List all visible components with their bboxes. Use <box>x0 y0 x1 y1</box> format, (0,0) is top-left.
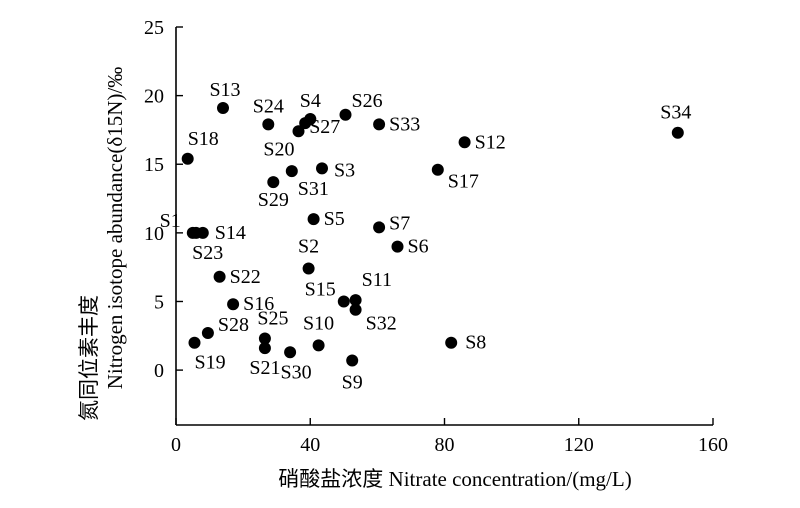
point-label-s30: S30 <box>281 361 312 383</box>
y-tick-label: 20 <box>144 86 164 108</box>
y-axis-title-en: Nitrogen isotope abundance(δ15N)/‰ <box>103 67 127 389</box>
data-point-s13 <box>217 102 229 114</box>
point-label-s33: S33 <box>389 113 420 135</box>
point-label-s2: S2 <box>298 236 319 258</box>
data-point-s23 <box>190 226 203 239</box>
point-label-s8: S8 <box>465 332 486 354</box>
point-labels: S1S2S3S4S5S6S7S8S9S10S11S12S13S14S15S16S… <box>160 79 692 394</box>
point-label-s28: S28 <box>218 314 249 336</box>
point-label-s27: S27 <box>309 116 340 138</box>
data-point-s16 <box>227 298 240 311</box>
point-label-s9: S9 <box>342 372 363 394</box>
data-point-s20 <box>292 125 305 138</box>
point-label-s19: S19 <box>195 352 226 374</box>
data-point-s32 <box>349 303 362 316</box>
point-label-s21: S21 <box>249 357 280 379</box>
point-label-s10: S10 <box>303 312 334 334</box>
data-point-s22 <box>213 270 226 283</box>
x-tick-label: 40 <box>300 434 320 456</box>
point-label-s11: S11 <box>362 269 392 291</box>
data-point-s25 <box>258 332 271 345</box>
point-label-s23: S23 <box>192 242 223 264</box>
data-point-s17 <box>431 163 444 176</box>
data-point-s6 <box>391 240 404 253</box>
data-point-s19 <box>188 336 201 349</box>
data-point-s2 <box>302 262 315 275</box>
data-point-s27 <box>299 117 312 130</box>
point-label-s22: S22 <box>230 266 261 288</box>
data-point-s8 <box>445 336 458 349</box>
data-point-s9 <box>346 354 359 367</box>
point-label-s29: S29 <box>258 189 289 211</box>
point-label-s15: S15 <box>305 279 336 301</box>
point-label-s24: S24 <box>253 95 284 117</box>
y-tick-label: 15 <box>144 154 164 176</box>
point-label-s4: S4 <box>300 90 321 112</box>
point-label-s1: S1 <box>160 210 181 232</box>
data-point-s31 <box>285 165 298 178</box>
point-label-s6: S6 <box>408 236 429 258</box>
data-point-s30 <box>284 346 297 359</box>
point-label-s5: S5 <box>324 208 345 230</box>
point-label-s31: S31 <box>298 178 329 200</box>
y-axis-title-cn: 氮同位素丰度 <box>77 295 101 421</box>
data-point-s34 <box>671 126 684 139</box>
data-point-s15 <box>337 295 350 308</box>
y-axis-title-en-group: Nitrogen isotope abundance(δ15N)/‰ <box>103 67 127 389</box>
data-point-s21 <box>258 342 271 355</box>
data-point-s33 <box>373 118 386 131</box>
data-point-s26 <box>339 108 352 121</box>
ticks: 0 5 10 15 20 25 0 40 80 120 160 <box>144 17 728 456</box>
data-point-s28 <box>201 327 214 339</box>
point-label-s14: S14 <box>215 222 246 244</box>
x-axis-title: 硝酸盐浓度 Nitrate concentration/(mg/L) <box>278 467 631 491</box>
data-point-s29 <box>267 176 280 189</box>
data-point-s12 <box>458 136 471 149</box>
data-point-s7 <box>373 221 386 234</box>
point-label-s13: S13 <box>209 79 240 101</box>
data-point-s24 <box>262 118 275 131</box>
x-tick-label: 120 <box>564 434 594 456</box>
y-tick-label: 0 <box>154 360 164 382</box>
point-label-s26: S26 <box>352 90 383 112</box>
data-point-s5 <box>307 213 320 226</box>
y-tick-label: 25 <box>144 17 164 39</box>
x-tick-label: 0 <box>171 434 181 456</box>
point-label-s16: S16 <box>243 293 274 315</box>
y-tick-label: 5 <box>154 291 164 313</box>
data-point-s18 <box>181 152 194 165</box>
point-label-s32: S32 <box>366 313 397 335</box>
point-label-s17: S17 <box>448 171 479 193</box>
point-label-s18: S18 <box>188 128 219 150</box>
x-tick-label: 160 <box>698 434 728 456</box>
data-point-s11 <box>349 294 362 307</box>
point-label-s25: S25 <box>257 308 288 330</box>
point-label-s34: S34 <box>660 102 691 124</box>
y-tick-label: 10 <box>144 223 164 245</box>
point-label-s20: S20 <box>263 138 294 160</box>
y-axis-title-cn-group: 氮同位素丰度 <box>77 295 101 421</box>
point-label-s12: S12 <box>475 131 506 153</box>
data-point-s10 <box>312 339 325 352</box>
point-label-s3: S3 <box>334 159 355 181</box>
data-point-s3 <box>316 162 328 175</box>
x-tick-label: 80 <box>435 434 455 456</box>
data-points <box>181 102 684 367</box>
point-label-s7: S7 <box>389 212 410 234</box>
